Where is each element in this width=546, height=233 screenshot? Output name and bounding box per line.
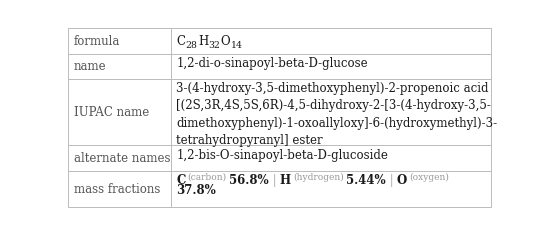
Text: (hydrogen): (hydrogen) — [293, 172, 344, 182]
Text: C: C — [176, 35, 185, 48]
Text: 37.8%: 37.8% — [176, 185, 216, 197]
Text: |: | — [385, 174, 397, 187]
Text: C: C — [176, 174, 186, 187]
Text: IUPAC name: IUPAC name — [74, 106, 149, 119]
Text: O: O — [397, 174, 407, 187]
Text: 56.8%: 56.8% — [229, 174, 269, 187]
Text: 5.44%: 5.44% — [346, 174, 385, 187]
Text: 28: 28 — [186, 41, 198, 50]
Text: |: | — [269, 174, 280, 187]
Text: 14: 14 — [231, 41, 243, 50]
Text: H: H — [280, 174, 291, 187]
Text: formula: formula — [74, 35, 120, 48]
Text: 32: 32 — [209, 41, 221, 50]
Text: 3-(4-hydroxy-3,5-dimethoxyphenyl)-2-propenoic acid
[(2S,3R,4S,5S,6R)-4,5-dihydro: 3-(4-hydroxy-3,5-dimethoxyphenyl)-2-prop… — [176, 82, 497, 147]
Text: name: name — [74, 60, 106, 73]
Text: mass fractions: mass fractions — [74, 182, 160, 195]
Text: (oxygen): (oxygen) — [410, 172, 449, 182]
Text: H: H — [198, 35, 208, 48]
Text: O: O — [221, 35, 230, 48]
Text: 1,2-di-o-sinapoyl-beta-D-glucose: 1,2-di-o-sinapoyl-beta-D-glucose — [176, 58, 368, 71]
Text: (carbon): (carbon) — [188, 172, 227, 182]
Text: 1,2-bis-O-sinapoyl-beta-D-glucoside: 1,2-bis-O-sinapoyl-beta-D-glucoside — [176, 149, 388, 162]
Text: alternate names: alternate names — [74, 151, 170, 164]
